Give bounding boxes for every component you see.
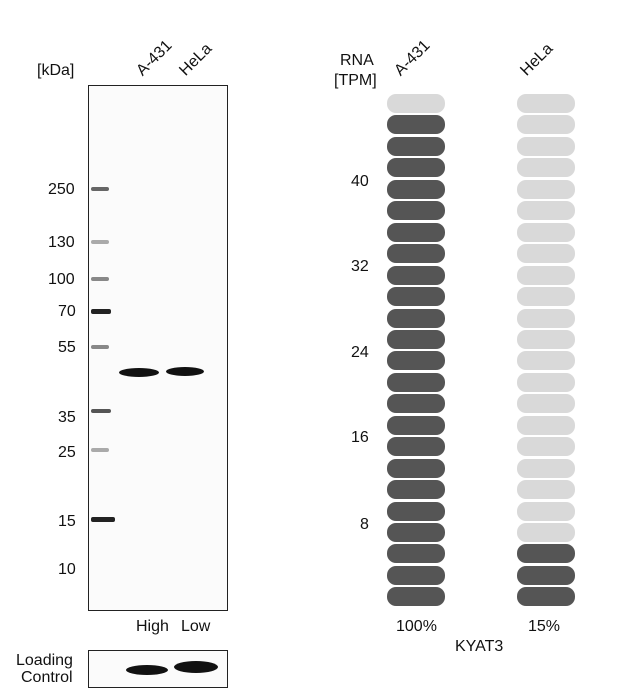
rna-segment (517, 372, 575, 392)
rna-segment (517, 201, 575, 221)
ladder-band-25 (91, 448, 109, 452)
lane-level-low: Low (181, 618, 211, 635)
ladder-band-70 (91, 309, 111, 314)
rna-segment (517, 480, 575, 500)
rna-segment (517, 415, 575, 435)
rna-segment (387, 351, 445, 371)
western-blot-membrane (88, 85, 228, 611)
rna-segment (387, 565, 445, 585)
rna-segment (387, 329, 445, 349)
rna-segment (387, 265, 445, 285)
marker-55: 55 (58, 339, 76, 356)
rna-segment (387, 437, 445, 457)
marker-15: 15 (58, 513, 76, 530)
rna-header-line2: [TPM] (334, 72, 377, 89)
ladder-band-130 (91, 240, 109, 244)
rna-segment (387, 222, 445, 242)
gene-name: KYAT3 (455, 638, 504, 655)
rna-segment (387, 136, 445, 156)
rna-segment (517, 523, 575, 542)
rna-segment (517, 244, 575, 264)
rna-sample-label-a431: A-431 (391, 37, 434, 80)
rna-segment (387, 544, 445, 564)
blot-band-a431 (119, 368, 159, 377)
marker-35: 35 (58, 409, 76, 426)
ladder-band-15 (91, 517, 115, 522)
rna-segment (387, 501, 445, 521)
kda-unit-label: [kDa] (37, 62, 75, 79)
rna-segment (517, 501, 575, 521)
tpm-tick-40: 40 (351, 173, 369, 190)
rna-segment (387, 480, 445, 500)
rna-value-label-a431: 100% (396, 618, 437, 635)
tpm-tick-24: 24 (351, 344, 369, 361)
marker-25: 25 (58, 444, 76, 461)
rna-segment (517, 565, 575, 585)
rna-segment (517, 94, 575, 113)
rna-segment (387, 372, 445, 392)
rna-segment (387, 94, 445, 113)
rna-segment (517, 287, 575, 307)
rna-segment (387, 287, 445, 307)
lane-level-high: High (136, 618, 169, 635)
rna-segment (387, 244, 445, 264)
rna-segment (517, 222, 575, 242)
tpm-tick-32: 32 (351, 258, 369, 275)
rna-segment (517, 394, 575, 414)
rna-segment (517, 544, 575, 564)
rna-segment (517, 308, 575, 328)
rna-segment (387, 158, 445, 178)
rna-sample-label-hela: HeLa (517, 40, 557, 80)
rna-segment (517, 158, 575, 178)
rna-segment (517, 115, 575, 135)
tpm-tick-8: 8 (360, 516, 369, 533)
rna-segment (387, 523, 445, 542)
rna-segment (517, 329, 575, 349)
rna-segment (517, 179, 575, 199)
marker-100: 100 (48, 271, 75, 288)
rna-segment (517, 136, 575, 156)
rna-segment (517, 351, 575, 371)
ladder-band-250 (91, 187, 109, 191)
rna-segment (387, 587, 445, 607)
rna-segment (387, 458, 445, 478)
marker-70: 70 (58, 303, 76, 320)
rna-segment (517, 265, 575, 285)
marker-130: 130 (48, 234, 75, 251)
rna-segment (387, 115, 445, 135)
ladder-band-35 (91, 409, 111, 413)
rna-segment (387, 201, 445, 221)
loading-band-a431 (126, 665, 168, 675)
loading-control-label-line2: Control (21, 669, 73, 686)
rna-segment (517, 458, 575, 478)
ladder-band-55 (91, 345, 109, 349)
rna-segment (387, 179, 445, 199)
rna-value-label-hela: 15% (528, 618, 561, 635)
rna-segment (517, 437, 575, 457)
blot-band-hela (166, 367, 204, 376)
loading-control-label-line1: Loading (16, 652, 73, 669)
ladder-band-100 (91, 277, 109, 281)
loading-control-membrane (88, 650, 228, 688)
rna-header-line1: RNA (340, 52, 374, 69)
marker-250: 250 (48, 181, 75, 198)
tpm-tick-16: 16 (351, 429, 369, 446)
rna-segment (387, 394, 445, 414)
marker-10: 10 (58, 561, 76, 578)
rna-segment (387, 308, 445, 328)
blot-lane-label-a431: A-431 (133, 37, 176, 80)
loading-band-hela (174, 661, 218, 673)
blot-lane-label-hela: HeLa (176, 40, 216, 80)
rna-segment (517, 587, 575, 607)
rna-segment (387, 415, 445, 435)
